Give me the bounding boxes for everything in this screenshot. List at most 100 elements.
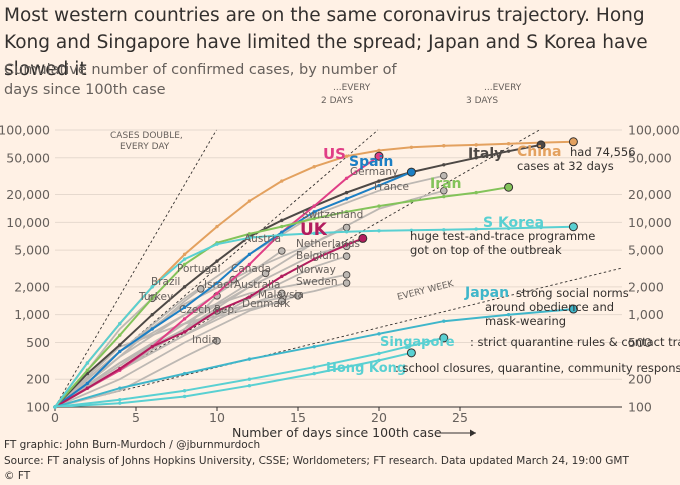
series-end-dot [568, 304, 578, 314]
series-point [474, 156, 478, 160]
series-point [409, 228, 414, 232]
series-point [344, 243, 349, 247]
series-point [312, 344, 316, 349]
copyright-line: © FT [4, 470, 31, 482]
series-line-grey [55, 292, 283, 407]
series-point [377, 358, 381, 363]
x-axis-arrow-head [470, 429, 476, 437]
x-tick-label: 20 [371, 410, 387, 425]
series-point [409, 199, 414, 203]
y-tick-label-right: 2,000 [628, 279, 664, 294]
series-point [118, 343, 122, 347]
series-end-dot [374, 151, 384, 161]
series-point [118, 401, 122, 405]
series-point [312, 204, 316, 208]
y-tick-label-left: 100 [26, 400, 50, 415]
series-label: Singapore [380, 335, 455, 350]
ref-label-daily: CASES DOUBLE, [110, 131, 183, 141]
series-label-grey: India [192, 334, 218, 346]
singapore-note: : strict quarantine rules & contact trac… [470, 335, 680, 349]
series-point [312, 210, 316, 214]
series-point [377, 204, 381, 208]
series-point [312, 216, 316, 221]
series-point [247, 295, 252, 299]
series-end-dot-grey [278, 247, 286, 255]
series-label-grey: Germany [350, 166, 398, 178]
series-point [150, 296, 154, 301]
series-point [182, 252, 187, 257]
series-point [280, 179, 284, 183]
series-point [247, 357, 252, 361]
china-note: had 74,556 [570, 145, 636, 159]
series-point [247, 252, 252, 257]
series-end-dot-grey [278, 297, 286, 305]
series-label-grey: Switzerland [302, 209, 363, 221]
series-point [377, 351, 381, 356]
series-point [506, 226, 511, 231]
y-tick-label-right: 100,000 [628, 123, 680, 138]
series-point [312, 231, 316, 236]
series-point [118, 349, 122, 354]
series-line-grey [55, 340, 218, 407]
series-point [506, 312, 511, 317]
series-label: Italy [468, 146, 503, 162]
series-point [377, 332, 381, 336]
china-note: cases at 32 days [517, 159, 614, 173]
series-point [377, 148, 381, 153]
series-label: Japan [464, 285, 509, 301]
y-tick-label-right: 1,000 [628, 307, 664, 322]
series-point [215, 309, 219, 313]
series-point [247, 262, 252, 267]
x-tick-label: 25 [452, 410, 468, 425]
series-point [85, 368, 90, 372]
series-point [280, 230, 284, 234]
credit-line: FT graphic: John Burn-Murdoch / @jburnmu… [4, 439, 261, 451]
y-tick-label-right: 20,000 [628, 187, 672, 202]
series-point [247, 232, 252, 236]
chart-title: Most western countries are on the same c… [4, 5, 648, 80]
series-point [85, 361, 90, 365]
series-point [344, 190, 349, 195]
series-point [344, 197, 349, 201]
y-tick-label-left: 50,000 [6, 150, 50, 165]
series-label-grey: France [374, 181, 409, 193]
series-end-dot [358, 233, 368, 243]
series-end-dot-grey [294, 292, 302, 300]
ref-label-3days: 3 DAYS [466, 96, 498, 106]
series-point [215, 259, 219, 263]
series-point [312, 365, 316, 369]
y-tick-label-left: 5,000 [14, 243, 50, 258]
x-tick-label: 10 [209, 410, 225, 425]
series-point [182, 262, 187, 267]
series-point [506, 142, 511, 146]
series-label: Iran [430, 176, 462, 192]
series-point [344, 176, 349, 180]
reference-line [55, 129, 217, 407]
series-label: China [517, 144, 561, 160]
series-end-dot-grey [197, 285, 205, 293]
japan-note: mask-wearing [485, 314, 566, 328]
series-point [215, 242, 219, 246]
ref-label-daily: EVERY DAY [120, 142, 170, 152]
series-label-grey: Australia [234, 279, 280, 291]
series-point [442, 194, 446, 199]
series-point [215, 291, 219, 296]
series-end-dot [439, 333, 449, 343]
series-label-grey: Canada [231, 263, 271, 275]
ref-label-week: EVERY WEEK [396, 279, 456, 303]
korea-note: got on top of the outbreak [410, 243, 562, 257]
series-end-dot-grey [261, 269, 270, 278]
series-point [150, 285, 154, 289]
y-tick-label-right: 10,000 [628, 215, 672, 230]
series-point [182, 389, 187, 393]
series-point [312, 257, 316, 261]
y-tick-label-left: 20,000 [6, 187, 50, 202]
y-tick-label-left: 100,000 [0, 123, 50, 138]
y-tick-label-left: 200 [26, 372, 50, 387]
series-label-grey: Belgium [296, 250, 339, 262]
series-point [150, 327, 154, 331]
series-point [182, 371, 187, 376]
series-end-dot-grey [342, 271, 351, 279]
ref-label-3days: ...EVERY [484, 83, 522, 93]
